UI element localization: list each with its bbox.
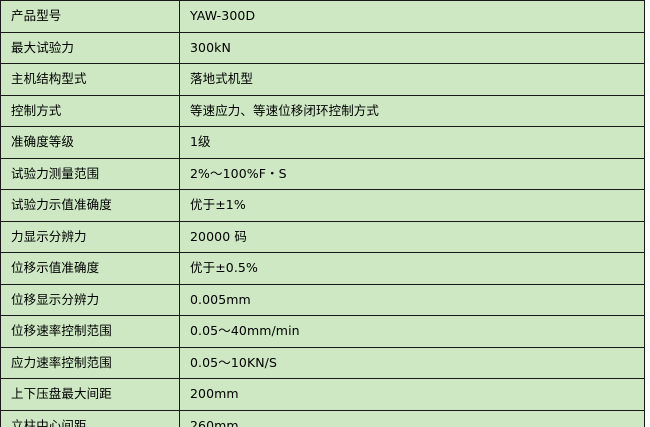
table-row: 试验力测量范围 2%～100%F・S bbox=[0, 157, 645, 190]
table-row: 力显示分辨力 20000 码 bbox=[0, 220, 645, 253]
parameter-value-cell: 落地式机型 bbox=[179, 63, 645, 96]
parameter-name-cell: 试验力示值准确度 bbox=[0, 189, 180, 222]
parameter-name-cell: 准确度等级 bbox=[0, 126, 180, 159]
parameter-name-cell: 应力速率控制范围 bbox=[0, 346, 180, 379]
parameter-name-cell: 力显示分辨力 bbox=[0, 220, 180, 253]
table-row: 位移示值准确度 优于±0.5% bbox=[0, 252, 645, 285]
parameter-name-cell: 试验力测量范围 bbox=[0, 157, 180, 190]
parameter-value-cell: 优于±1% bbox=[179, 189, 645, 222]
parameter-name-cell: 位移速率控制范围 bbox=[0, 315, 180, 348]
parameter-value-cell: 优于±0.5% bbox=[179, 252, 645, 285]
table-row: 位移显示分辨力 0.005mm bbox=[0, 283, 645, 316]
table-row: 准确度等级 1级 bbox=[0, 126, 645, 159]
table-row: 主机结构型式 落地式机型 bbox=[0, 63, 645, 96]
parameter-name-cell: 上下压盘最大间距 bbox=[0, 378, 180, 411]
table-row: 试验力示值准确度 优于±1% bbox=[0, 189, 645, 222]
table-row: 位移速率控制范围 0.05～40mm/min bbox=[0, 315, 645, 348]
table-row: 最大试验力 300kN bbox=[0, 31, 645, 64]
parameter-value-cell: 20000 码 bbox=[179, 220, 645, 253]
parameter-name-cell: 位移显示分辨力 bbox=[0, 283, 180, 316]
parameter-value-cell: 200mm bbox=[179, 378, 645, 411]
parameter-name-cell: 主机结构型式 bbox=[0, 63, 180, 96]
parameter-name-cell: 产品型号 bbox=[0, 0, 180, 33]
parameter-name-cell: 立柱中心间距 bbox=[0, 409, 180, 427]
parameter-name-cell: 最大试验力 bbox=[0, 31, 180, 64]
parameter-value-cell: 2%～100%F・S bbox=[179, 157, 645, 190]
parameter-value-cell: 300kN bbox=[179, 31, 645, 64]
parameter-value-cell: 260mm bbox=[179, 409, 645, 427]
table-row: 产品型号 YAW-300D bbox=[0, 0, 645, 33]
table-row: 立柱中心间距 260mm bbox=[0, 409, 645, 427]
table-row: 应力速率控制范围 0.05～10KN/S bbox=[0, 346, 645, 379]
parameter-value-cell: 等速应力、等速位移闭环控制方式 bbox=[179, 94, 645, 127]
parameter-value-cell: 1级 bbox=[179, 126, 645, 159]
parameter-name-cell: 位移示值准确度 bbox=[0, 252, 180, 285]
parameter-value-cell: YAW-300D bbox=[179, 0, 645, 33]
parameter-value-cell: 0.05～10KN/S bbox=[179, 346, 645, 379]
parameter-value-cell: 0.05～40mm/min bbox=[179, 315, 645, 348]
table-row: 上下压盘最大间距 200mm bbox=[0, 378, 645, 411]
parameter-value-cell: 0.005mm bbox=[179, 283, 645, 316]
parameter-name-cell: 控制方式 bbox=[0, 94, 180, 127]
table-row: 控制方式 等速应力、等速位移闭环控制方式 bbox=[0, 94, 645, 127]
